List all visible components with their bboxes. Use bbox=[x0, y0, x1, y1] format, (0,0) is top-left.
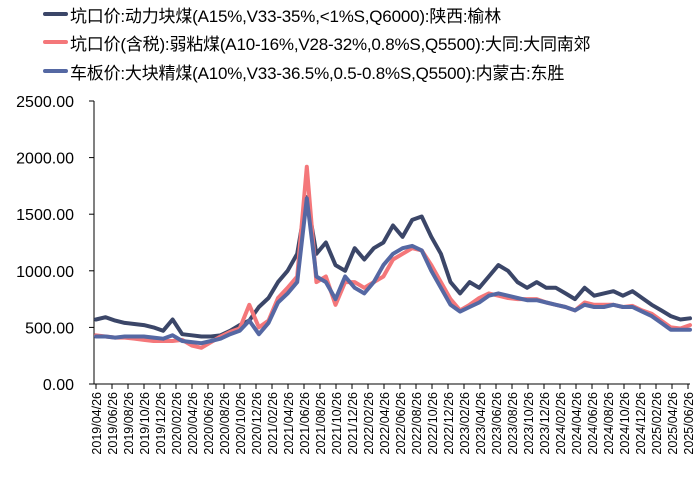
x-tick-label: 2024/12/26 bbox=[634, 392, 648, 455]
x-tick-label: 2021/08/26 bbox=[314, 392, 328, 455]
x-tick-label: 2020/02/26 bbox=[170, 392, 184, 455]
legend-item-datong: 坑口价(含税):弱粘煤(A10-16%,V28-32%,0.8%S,Q5500)… bbox=[43, 30, 591, 54]
legend-swatch bbox=[43, 12, 68, 16]
x-tick-label: 2024/04/26 bbox=[570, 392, 584, 455]
x-tick-label: 2020/08/26 bbox=[218, 392, 232, 455]
x-tick-label: 2023/04/26 bbox=[474, 392, 488, 455]
x-tick-label: 2020/06/26 bbox=[202, 392, 216, 455]
x-tick-label: 2023/10/26 bbox=[522, 392, 536, 455]
legend-item-dongsheng: 车板价:大块精煤(A10%,V33-36.5%,0.5-0.8%S,Q5500)… bbox=[43, 59, 564, 83]
series-line bbox=[94, 196, 692, 346]
x-tick-label: 2020/04/26 bbox=[186, 392, 200, 455]
x-tick-label: 2019/12/26 bbox=[154, 392, 168, 455]
x-tick-label: 2021/06/26 bbox=[298, 392, 312, 455]
x-tick-label: 2024/02/26 bbox=[554, 392, 568, 455]
y-tick-label: 500.00 bbox=[25, 320, 74, 337]
legend-label: 坑口价:动力块煤(A15%,V33-35%,<1%S,Q6000):陕西:榆林 bbox=[70, 6, 502, 26]
x-tick-label: 2022/10/26 bbox=[426, 392, 440, 455]
x-tick-label: 2024/06/26 bbox=[586, 392, 600, 455]
y-axis: 0.00 500.00 1000.00 1500.00 2000.00 2500.00 bbox=[16, 94, 95, 394]
series-line bbox=[94, 195, 692, 339]
y-tick-label: 1500.00 bbox=[16, 207, 74, 224]
x-tick-label: 2024/08/26 bbox=[602, 392, 616, 455]
x-tick-label: 2023/08/26 bbox=[506, 392, 520, 455]
x-tick-label: 2020/12/26 bbox=[250, 392, 264, 455]
y-tick-label: 1000.00 bbox=[16, 264, 74, 281]
x-tick-label: 2023/12/26 bbox=[538, 392, 552, 455]
x-tick-label: 2019/06/26 bbox=[106, 392, 120, 455]
x-tick-label: 2023/06/26 bbox=[490, 392, 504, 455]
y-tick-label: 0.00 bbox=[43, 377, 74, 394]
x-tick-label: 2019/04/26 bbox=[90, 392, 104, 455]
x-tick-label: 2019/08/26 bbox=[122, 392, 136, 455]
legend-label: 坑口价(含税):弱粘煤(A10-16%,V28-32%,0.8%S,Q5500)… bbox=[70, 34, 591, 54]
x-tick-label: 2023/02/26 bbox=[458, 392, 472, 455]
legend-swatch bbox=[43, 40, 68, 44]
x-tick-label: 2021/04/26 bbox=[282, 392, 296, 455]
x-tick-label: 2019/10/26 bbox=[138, 392, 152, 455]
x-tick-label: 2025/04/26 bbox=[666, 392, 680, 455]
series-line bbox=[94, 164, 692, 350]
x-tick-label: 2021/10/26 bbox=[330, 392, 344, 455]
x-tick-label: 2020/10/26 bbox=[234, 392, 248, 455]
x-tick-label: 2022/12/26 bbox=[442, 392, 456, 455]
plot-area bbox=[94, 164, 692, 350]
x-tick-label: 2022/06/26 bbox=[394, 392, 408, 455]
x-tick-label: 2025/06/26 bbox=[682, 392, 696, 455]
x-tick-label: 2022/08/26 bbox=[410, 392, 424, 455]
x-tick-label: 2025/02/26 bbox=[650, 392, 664, 455]
x-tick-label: 2022/02/26 bbox=[362, 392, 376, 455]
x-tick-label: 2021/12/26 bbox=[346, 392, 360, 455]
y-tick-label: 2500.00 bbox=[16, 94, 74, 111]
y-tick-label: 2000.00 bbox=[16, 151, 74, 168]
legend-item-yulin: 坑口价:动力块煤(A15%,V33-35%,<1%S,Q6000):陕西:榆林 bbox=[43, 2, 501, 26]
legend-label: 车板价:大块精煤(A10%,V33-36.5%,0.5-0.8%S,Q5500)… bbox=[70, 63, 565, 83]
x-tick-label: 2022/04/26 bbox=[378, 392, 392, 455]
legend-swatch bbox=[43, 69, 68, 73]
x-tick-label: 2021/02/26 bbox=[266, 392, 280, 455]
x-axis: 2019/04/26 2019/06/26 2019/08/26 2019/10/26… bbox=[90, 383, 696, 455]
x-tick-label: 2024/10/26 bbox=[618, 392, 632, 455]
